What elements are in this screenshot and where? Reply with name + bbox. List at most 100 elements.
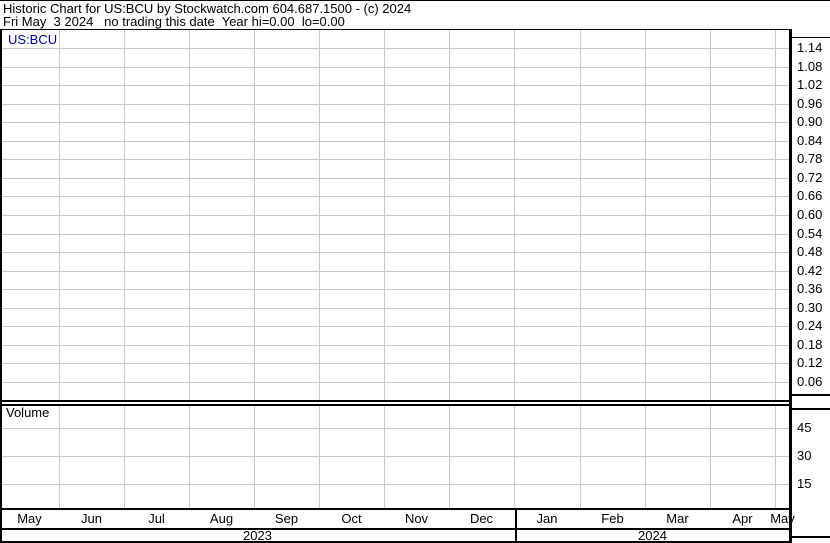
price-gridline bbox=[2, 234, 789, 235]
price-scale-label: 0.90 bbox=[797, 114, 823, 129]
month-label: Feb bbox=[601, 511, 624, 526]
price-vertical-gridline bbox=[384, 30, 385, 400]
price-gridline bbox=[2, 104, 789, 105]
year-label: 2024 bbox=[638, 528, 667, 543]
price-gridline bbox=[2, 271, 789, 272]
month-label: Mar bbox=[666, 511, 689, 526]
price-scale-label: 0.96 bbox=[797, 96, 823, 111]
price-gridline bbox=[2, 178, 789, 179]
chart-title: Historic Chart for US:BCU by Stockwatch.… bbox=[3, 1, 412, 16]
volume-gridline bbox=[2, 456, 789, 457]
volume-vertical-gridline bbox=[514, 406, 515, 508]
bottom-border bbox=[0, 541, 792, 543]
price-vertical-gridline bbox=[189, 30, 190, 400]
month-label: May bbox=[17, 511, 42, 526]
year-divider bbox=[515, 508, 517, 543]
volume-vertical-gridline bbox=[384, 406, 385, 508]
price-scale-label: 1.02 bbox=[797, 77, 823, 92]
price-scale-box-bottom bbox=[792, 394, 830, 396]
price-vertical-gridline bbox=[580, 30, 581, 400]
price-gridline bbox=[2, 122, 789, 123]
header-underline bbox=[0, 29, 792, 30]
price-gridline bbox=[2, 345, 789, 346]
month-label: Jan bbox=[536, 511, 558, 526]
month-label: Nov bbox=[404, 511, 429, 526]
price-volume-divider-bottom bbox=[0, 404, 789, 406]
year-label: 2023 bbox=[243, 528, 272, 543]
price-gridline bbox=[2, 308, 789, 309]
price-scale-label: 0.60 bbox=[797, 207, 823, 222]
right-border bbox=[789, 29, 792, 543]
volume-scale-label: 45 bbox=[797, 420, 812, 435]
volume-vertical-gridline bbox=[645, 406, 646, 508]
volume-vertical-gridline bbox=[254, 406, 255, 508]
price-gridline bbox=[2, 326, 789, 327]
price-scale-label: 0.54 bbox=[797, 226, 823, 241]
month-label: Sep bbox=[274, 511, 299, 526]
price-scale-label: 0.48 bbox=[797, 244, 823, 259]
volume-vertical-gridline bbox=[580, 406, 581, 508]
month-label: Aug bbox=[209, 511, 234, 526]
month-label: Apr bbox=[732, 511, 753, 526]
price-scale-box-top bbox=[792, 37, 830, 38]
left-border bbox=[0, 29, 2, 543]
price-scale-label: 0.66 bbox=[797, 188, 823, 203]
price-vertical-gridline bbox=[319, 30, 320, 400]
volume-vertical-gridline bbox=[710, 406, 711, 508]
price-scale-label: 0.06 bbox=[797, 374, 823, 389]
price-gridline bbox=[2, 141, 789, 142]
price-gridline bbox=[2, 215, 789, 216]
price-gridline bbox=[2, 363, 789, 364]
symbol-label: US:BCU bbox=[8, 32, 58, 47]
price-vertical-gridline bbox=[449, 30, 450, 400]
price-gridline bbox=[2, 196, 789, 197]
month-label: May bbox=[770, 511, 795, 526]
volume-vertical-gridline bbox=[189, 406, 190, 508]
chart-status-line: Fri May 3 2024 no trading this date Year… bbox=[3, 14, 345, 29]
volume-scale-box-bottom bbox=[792, 536, 830, 538]
month-row-divider bbox=[0, 528, 789, 530]
price-gridline bbox=[2, 289, 789, 290]
price-scale-label: 0.78 bbox=[797, 151, 823, 166]
volume-scale-label: 15 bbox=[797, 476, 812, 491]
volume-scale-box-top bbox=[792, 408, 830, 410]
volume-gridline bbox=[2, 428, 789, 429]
price-gridline bbox=[2, 48, 789, 49]
price-vertical-gridline bbox=[254, 30, 255, 400]
price-gridline bbox=[2, 252, 789, 253]
volume-section-label: Volume bbox=[6, 405, 50, 420]
price-vertical-gridline bbox=[645, 30, 646, 400]
price-gridline bbox=[2, 67, 789, 68]
volume-vertical-gridline bbox=[775, 406, 776, 508]
price-vertical-gridline bbox=[59, 30, 60, 400]
price-gridline bbox=[2, 382, 789, 383]
price-scale-label: 0.84 bbox=[797, 133, 823, 148]
price-scale-label: 0.36 bbox=[797, 281, 823, 296]
price-scale-label: 0.18 bbox=[797, 337, 823, 352]
price-gridline bbox=[2, 85, 789, 86]
price-scale-label: 0.24 bbox=[797, 318, 823, 333]
price-vertical-gridline bbox=[514, 30, 515, 400]
volume-vertical-gridline bbox=[59, 406, 60, 508]
volume-vertical-gridline bbox=[124, 406, 125, 508]
price-scale-label: 0.30 bbox=[797, 300, 823, 315]
month-label: Oct bbox=[341, 511, 362, 526]
volume-vertical-gridline bbox=[449, 406, 450, 508]
price-vertical-gridline bbox=[710, 30, 711, 400]
volume-bottom-border bbox=[0, 508, 789, 510]
volume-scale-label: 30 bbox=[797, 448, 812, 463]
month-label: Jul bbox=[148, 511, 165, 526]
price-vertical-gridline bbox=[124, 30, 125, 400]
price-vertical-gridline bbox=[775, 30, 776, 400]
volume-gridline bbox=[2, 484, 789, 485]
price-volume-divider-top bbox=[0, 400, 789, 402]
price-scale-label: 0.72 bbox=[797, 170, 823, 185]
price-scale-label: 1.14 bbox=[797, 40, 823, 55]
month-label: Dec bbox=[469, 511, 494, 526]
price-scale-label: 0.42 bbox=[797, 263, 823, 278]
top-border bbox=[0, 0, 830, 1]
price-gridline bbox=[2, 159, 789, 160]
month-label: Jun bbox=[81, 511, 102, 526]
price-scale-label: 1.08 bbox=[797, 59, 823, 74]
